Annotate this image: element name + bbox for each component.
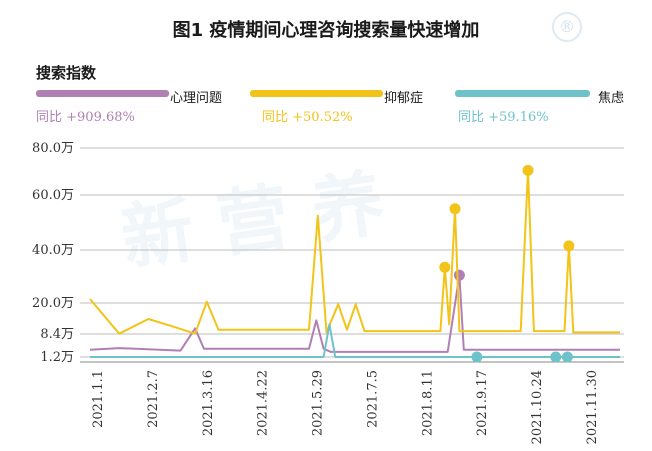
- chart-title: 图1 疫情期间心理咨询搜索量快速增加: [172, 20, 480, 41]
- legend-yoy-stat: 同比 +59.16%: [458, 110, 549, 125]
- y-tick-label: 20.0万: [32, 296, 74, 311]
- legend-series-name: 抑郁症: [384, 91, 424, 106]
- series-marker-2: [449, 203, 461, 215]
- series-marker-2: [522, 164, 534, 176]
- series-marker-2: [563, 240, 575, 252]
- y-tick-label: 80.0万: [32, 141, 74, 156]
- legend-yoy-stat: 同比 +50.52%: [262, 110, 353, 125]
- x-tick-label: 2021.7.5: [365, 370, 380, 428]
- x-tick-label: 2021.3.16: [201, 370, 216, 436]
- y-tick-label: 1.2万: [40, 350, 74, 365]
- series-marker-3: [550, 351, 562, 363]
- x-tick-label: 2021.1.1: [91, 370, 106, 428]
- y-tick-label: 40.0万: [32, 243, 74, 258]
- series-line-1: [89, 274, 620, 353]
- legend-swatch: [36, 90, 169, 97]
- x-tick-label: 2021.5.29: [311, 370, 326, 436]
- series-line-3: [90, 323, 620, 358]
- x-tick-label: 2021.2.7: [146, 370, 161, 428]
- legend-series-name: 心理问题: [170, 91, 223, 106]
- x-tick-label: 2021.10.24: [530, 370, 545, 444]
- legend-yoy-stat: 同比 +909.68%: [36, 110, 135, 125]
- x-tick-label: 2021.9.17: [475, 370, 490, 436]
- x-tick-label: 2021.4.22: [256, 370, 271, 436]
- series-marker-3: [471, 351, 483, 363]
- y-tick-label: 60.0万: [32, 188, 74, 203]
- legend-swatch: [250, 90, 383, 97]
- x-tick-label: 2021.11.30: [585, 370, 600, 444]
- legend-swatch: [455, 90, 590, 97]
- y-tick-label: 8.4万: [40, 327, 74, 342]
- legend-series-name: 焦虑: [598, 91, 625, 106]
- series-marker-2: [439, 261, 451, 273]
- registered-mark: ®: [552, 12, 582, 42]
- series-marker-3: [561, 351, 573, 363]
- x-tick-label: 2021.8.11: [420, 370, 435, 436]
- y-axis-title: 搜索指数: [36, 64, 97, 82]
- series-line-2: [89, 169, 620, 335]
- series-marker-1: [453, 269, 465, 281]
